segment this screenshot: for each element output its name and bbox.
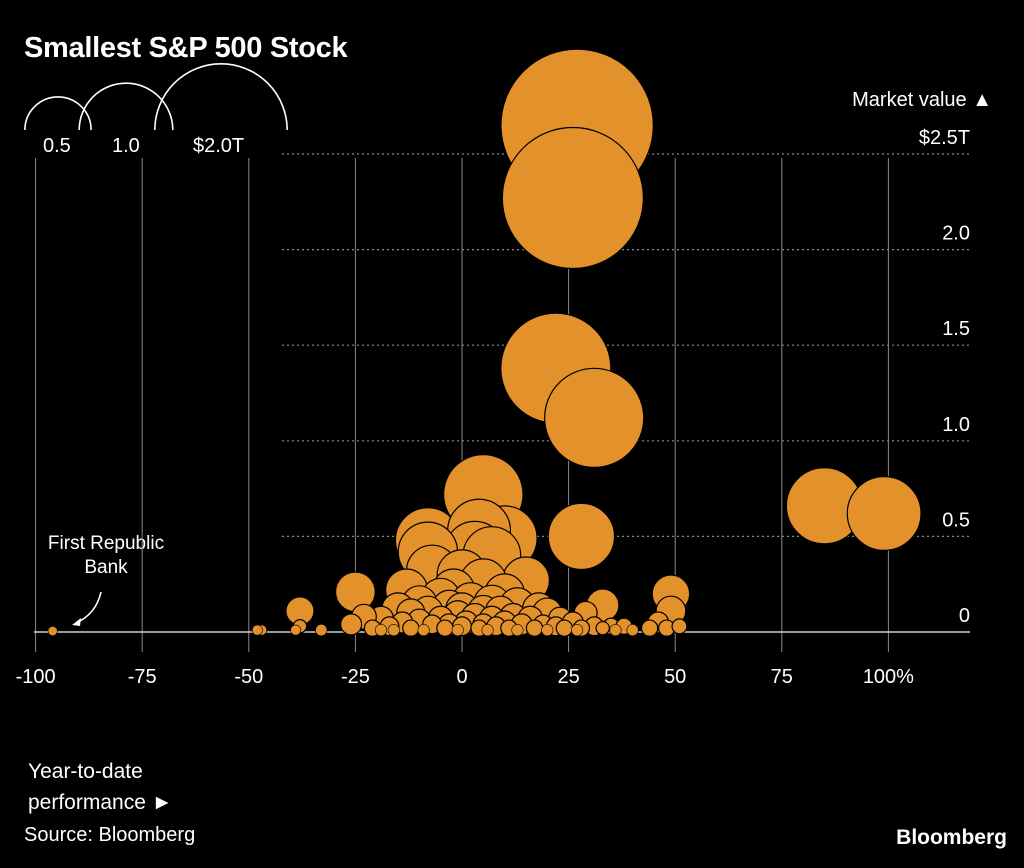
bubble <box>340 613 363 636</box>
y-tick-label: $2.5T <box>919 127 970 149</box>
bubble <box>541 624 554 637</box>
source-note: Source: Bloomberg <box>24 824 196 846</box>
bubble <box>481 624 494 637</box>
bubble <box>846 476 922 551</box>
bubble <box>626 624 639 637</box>
x-tick-labels: -100 -75 -50 -25 0 25 50 75 100% <box>16 666 915 688</box>
chart-title: Smallest S&P 500 Stock <box>24 32 348 64</box>
bubble <box>525 619 544 637</box>
size-legend-arc <box>154 63 288 131</box>
size-legend-label-small: 0.5 <box>43 135 71 157</box>
up-triangle-icon: ▲ <box>972 89 992 111</box>
y-axis-legend-label: Market value <box>852 89 967 111</box>
bubble <box>544 367 645 468</box>
annotation-line-2: Bank <box>84 557 128 578</box>
bubble <box>671 618 688 635</box>
vertical-gridlines <box>35 158 889 652</box>
annotation-arrowhead <box>72 618 81 626</box>
bubble <box>417 624 430 637</box>
size-legend-arc <box>78 82 174 131</box>
bubble <box>387 624 400 637</box>
bubble <box>501 126 644 270</box>
size-legend-label-large: $2.0T <box>193 135 245 157</box>
bubble <box>315 624 328 637</box>
y-tick-label: 1.0 <box>942 414 970 436</box>
bubble <box>555 619 574 637</box>
first-republic-annotation: First Republic Bank <box>36 532 176 580</box>
x-tick-label: 75 <box>771 666 793 688</box>
x-tick-label: 100% <box>863 666 914 688</box>
bubble <box>436 619 454 637</box>
x-axis-label-line-1: Year-to-date <box>28 760 143 783</box>
bloomberg-logo: Bloomberg <box>896 826 1007 849</box>
y-tick-label: 1.5 <box>942 318 970 340</box>
bubble <box>451 624 464 637</box>
x-tick-label: -100 <box>16 666 56 688</box>
x-tick-label: 25 <box>557 666 579 688</box>
x-tick-label: -75 <box>128 666 157 688</box>
bubble <box>251 624 263 636</box>
bubble <box>374 624 388 637</box>
bubble <box>547 502 616 571</box>
y-tick-labels: 0 0.5 1.0 1.5 2.0 $2.5T <box>919 127 970 627</box>
size-legend-label-medium: 1.0 <box>112 135 140 157</box>
bubble <box>571 624 584 637</box>
size-legend <box>24 63 288 131</box>
annotation-arrow <box>75 591 102 624</box>
x-axis-label: Year-to-date performance ► <box>28 756 173 818</box>
y-axis-legend: Market value ▲ <box>852 89 992 112</box>
y-tick-label: 0.5 <box>942 509 970 531</box>
annotation-line-1: First Republic <box>47 533 165 554</box>
x-axis-label-line-2: performance ► <box>28 791 173 814</box>
bubble <box>402 619 420 637</box>
x-tick-label: 50 <box>664 666 686 688</box>
x-tick-label: -50 <box>234 666 263 688</box>
bubble <box>47 626 58 637</box>
y-tick-label: 2.0 <box>942 223 970 245</box>
bubble <box>640 619 659 637</box>
size-legend-arc <box>24 96 92 131</box>
bubble <box>595 620 610 636</box>
bubble <box>511 624 524 637</box>
x-tick-label: -25 <box>341 666 370 688</box>
bubbles <box>47 48 922 637</box>
bubble <box>290 624 302 636</box>
bubble <box>609 624 622 637</box>
y-tick-label: 0 <box>959 605 970 627</box>
x-tick-label: 0 <box>456 666 467 688</box>
